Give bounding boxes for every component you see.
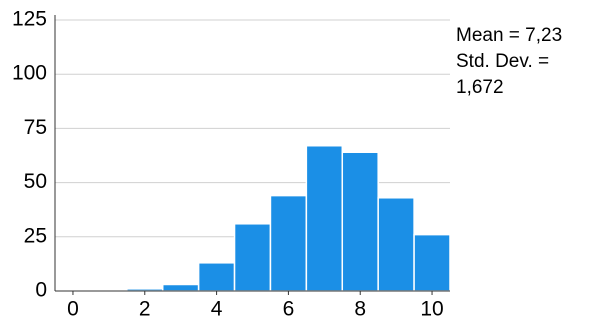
x-tick-label: 8 (354, 298, 366, 320)
x-tick-label: 4 (211, 298, 223, 320)
bar (269, 194, 308, 292)
x-tick-label: 6 (283, 298, 295, 320)
y-tick-label: 50 (24, 170, 47, 193)
stat-mean: Mean = 7,23 (456, 25, 562, 46)
x-tick-label: 2 (139, 298, 151, 320)
y-tick-label: 25 (24, 224, 47, 247)
stat-std-value: 1,672 (456, 77, 504, 98)
bar (161, 283, 200, 292)
x-tick-label: 10 (420, 298, 443, 320)
bar (233, 223, 272, 292)
bar (197, 262, 236, 292)
stat-std-label: Std. Dev. = (456, 51, 549, 72)
x-tick-label: 0 (67, 298, 79, 320)
y-tick-label: 0 (35, 279, 47, 302)
bar (413, 233, 451, 292)
y-tick-label: 125 (12, 8, 47, 31)
bar (305, 144, 344, 292)
y-tick-label: 75 (24, 116, 47, 139)
bar (341, 151, 379, 292)
bar (377, 197, 415, 292)
y-tick-label: 100 (12, 62, 47, 85)
